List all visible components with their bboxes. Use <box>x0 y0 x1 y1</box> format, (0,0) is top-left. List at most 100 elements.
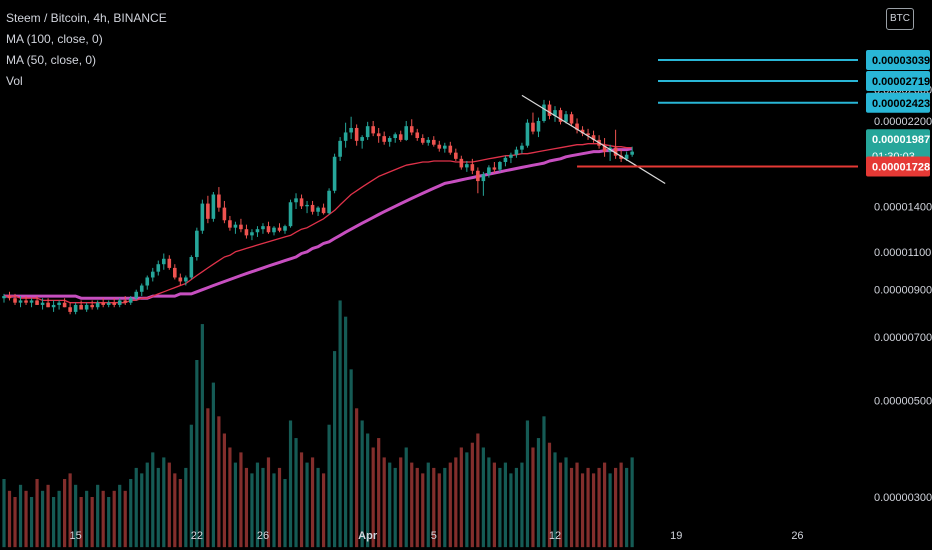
volume-bar <box>13 497 17 548</box>
x-tick-label: 12 <box>549 530 561 542</box>
candle-body <box>79 304 83 310</box>
candle-body <box>415 132 420 139</box>
volume-bar <box>29 497 34 548</box>
candle-body <box>101 302 105 305</box>
candle-body <box>354 127 359 141</box>
candle-body <box>420 138 425 143</box>
candle-body <box>426 139 431 143</box>
volume-bar <box>415 467 419 548</box>
volume-bar <box>250 473 254 548</box>
volume-bar <box>74 484 78 548</box>
candle-body <box>62 302 67 308</box>
candle-body <box>498 162 502 170</box>
volume-bar <box>24 490 28 548</box>
candle-body <box>305 204 309 207</box>
currency-badge[interactable]: BTC <box>886 8 914 30</box>
candle-body <box>602 145 607 152</box>
volume-bar <box>366 433 370 548</box>
y-tick-label: 0.00000700 <box>874 332 932 344</box>
candle-body <box>476 170 480 182</box>
candle-body <box>184 277 188 282</box>
volume-bar <box>498 467 502 548</box>
volume-bar <box>145 462 149 548</box>
volume-bar <box>525 420 530 548</box>
candle-body <box>454 152 458 159</box>
volume-bar <box>162 457 166 548</box>
volume-bar <box>377 438 381 548</box>
candle-body <box>531 122 535 132</box>
volume-bar <box>140 473 144 548</box>
candle-body <box>431 139 436 145</box>
candle-body <box>123 300 128 303</box>
candle-body <box>90 304 94 308</box>
price-tag-support-text: 0.00001728 <box>872 162 930 174</box>
volume-bar <box>333 351 337 548</box>
candle-body <box>2 296 6 299</box>
price-tag-resistance-text: 0.00003039 <box>872 55 930 67</box>
volume-bar <box>206 408 210 548</box>
volume-bar <box>255 462 260 548</box>
candle-body <box>299 198 304 207</box>
volume-bar <box>211 382 215 548</box>
ma50-legend[interactable]: MA (50, close, 0) <box>6 53 97 67</box>
candle-body <box>206 203 210 219</box>
candle-body <box>624 154 629 159</box>
volume-bar <box>503 462 508 548</box>
volume-bar <box>558 462 563 548</box>
candle-body <box>525 122 530 146</box>
volume-bar <box>305 462 309 548</box>
volume-bar <box>167 462 171 548</box>
symbol-title[interactable]: Steem / Bitcoin, 4h, BINANCE <box>6 11 167 25</box>
volume-bar <box>283 479 287 548</box>
candle-body <box>57 302 61 305</box>
candle-body <box>178 277 183 282</box>
volume-bar <box>443 467 447 548</box>
volume-bar <box>404 447 408 548</box>
volume-bar <box>101 490 105 548</box>
volume-bar <box>388 462 392 548</box>
candle-body <box>360 137 364 141</box>
volume-bar <box>410 462 414 548</box>
candle-body <box>173 267 177 278</box>
volume-bar <box>382 457 386 548</box>
candle-body <box>200 203 205 231</box>
candle-body <box>465 164 469 168</box>
volume-bar <box>393 467 397 548</box>
volume-bar <box>492 462 496 548</box>
volume-bar <box>7 490 12 548</box>
volume-legend[interactable]: Vol <box>6 74 23 88</box>
volume-bar <box>316 467 320 548</box>
volume-bar <box>371 447 375 548</box>
volume-bar <box>228 447 232 548</box>
candle-body <box>7 296 12 299</box>
volume-bar <box>454 457 458 548</box>
candle-body <box>316 207 320 212</box>
volume-bar <box>338 300 342 548</box>
price-tag-support <box>866 156 930 177</box>
price-tag-resistance <box>866 92 930 113</box>
candle-body <box>503 157 508 163</box>
volume-bar <box>448 462 452 548</box>
candle-body <box>487 167 491 175</box>
candle-body <box>195 230 199 258</box>
volume-bar <box>421 473 425 548</box>
volume-bar <box>487 457 491 548</box>
volume-bar <box>575 462 579 548</box>
volume-bar <box>123 490 127 548</box>
candle-body <box>239 224 243 230</box>
volume-bar <box>178 479 182 548</box>
candle-body <box>134 291 139 299</box>
volume-bar <box>437 473 441 548</box>
volume-bar <box>580 473 585 548</box>
candle-body <box>575 123 579 130</box>
candle-body <box>228 220 232 228</box>
candle-body <box>150 271 155 278</box>
volume-bar <box>222 433 226 548</box>
candle-body <box>310 204 315 212</box>
volume-bar <box>536 438 541 548</box>
volume-bar <box>57 490 61 548</box>
volume-bar <box>107 497 111 548</box>
ma100-legend[interactable]: MA (100, close, 0) <box>6 32 103 46</box>
volume-bar <box>465 452 469 548</box>
